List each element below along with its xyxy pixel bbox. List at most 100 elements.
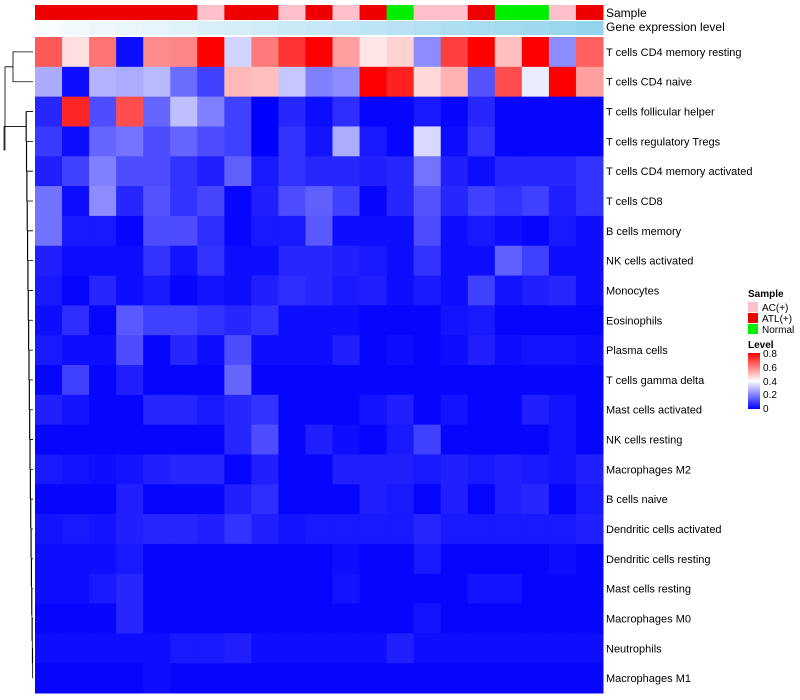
heatmap-cell	[521, 573, 550, 605]
row-label: Mast cells resting	[606, 584, 691, 596]
heatmap-cell	[467, 543, 496, 575]
level-annotation-cell	[89, 21, 117, 35]
heatmap-cell	[224, 484, 252, 515]
heatmap-cell	[89, 394, 117, 426]
heatmap-cell	[89, 603, 117, 634]
heatmap-cell	[467, 305, 496, 336]
heatmap-cell	[494, 394, 523, 426]
heatmap-cell	[89, 365, 117, 396]
heatmap-cell	[224, 663, 252, 694]
heatmap-cell	[467, 573, 496, 605]
heatmap-cell	[359, 573, 388, 605]
heatmap-cell	[575, 335, 604, 366]
heatmap-cell	[359, 365, 388, 396]
heatmap-cell	[251, 514, 279, 545]
heatmap-cell	[143, 543, 171, 575]
heatmap-cell	[89, 66, 117, 98]
heatmap-cell	[440, 603, 469, 634]
heatmap-cell	[62, 245, 90, 277]
heatmap-cell	[35, 156, 63, 187]
level-annotation-cell	[548, 21, 577, 35]
heatmap-cell	[305, 633, 334, 664]
legend-tick-0.8: 0.8	[763, 349, 777, 360]
heatmap-cell	[305, 126, 334, 157]
row-dendrogram	[3, 51, 34, 679]
heatmap-cell	[62, 156, 90, 187]
heatmap-cell	[89, 245, 117, 277]
heatmap-cell	[440, 424, 469, 455]
dendrogram-branch	[4, 66, 13, 151]
level-annotation-cell	[197, 21, 225, 35]
level-annotation-cell	[305, 21, 334, 35]
sample-annotation-cell	[521, 5, 550, 20]
heatmap-cell	[305, 543, 334, 575]
heatmap-cell	[521, 96, 550, 127]
heatmap-cell	[413, 335, 442, 366]
heatmap-cell	[62, 424, 90, 455]
heatmap-cell	[575, 365, 604, 396]
heatmap-cell	[413, 156, 442, 187]
heatmap-cell	[305, 573, 334, 605]
heatmap-cell	[440, 365, 469, 396]
level-annotation-cell	[386, 21, 415, 35]
heatmap-cell	[143, 215, 171, 247]
heatmap-cell	[35, 394, 63, 426]
heatmap-cell	[386, 663, 415, 694]
heatmap-cell	[440, 663, 469, 694]
heatmap-cell	[575, 275, 604, 306]
heatmap-cell	[224, 66, 252, 98]
heatmap-cell	[548, 305, 577, 336]
heatmap-cell	[197, 454, 225, 485]
heatmap-cell	[89, 305, 117, 336]
sample-annotation-cell	[467, 5, 496, 20]
heatmap-cell	[197, 126, 225, 157]
heatmap-cell	[116, 335, 144, 366]
heatmap-cell	[143, 454, 171, 485]
heatmap-cell	[494, 633, 523, 664]
heatmap-cell	[467, 335, 496, 366]
row-label: Macrophages M1	[606, 673, 691, 685]
heatmap-cell	[224, 215, 252, 247]
heatmap-cell	[440, 514, 469, 545]
row-label: Neutrophils	[606, 643, 662, 655]
heatmap-cell	[467, 66, 496, 98]
heatmap-cell	[548, 126, 577, 157]
heatmap-cell	[305, 215, 334, 247]
heatmap-cell	[575, 573, 604, 605]
heatmap-cell	[224, 543, 252, 575]
heatmap-cell	[548, 365, 577, 396]
level-annotation-cell	[494, 21, 523, 35]
heatmap-cell	[521, 245, 550, 277]
heatmap-cell	[521, 365, 550, 396]
heatmap-cell	[386, 335, 415, 366]
heatmap-cell	[224, 156, 252, 187]
heatmap-cell	[386, 275, 415, 306]
heatmap-cell	[197, 365, 225, 396]
heatmap-cell	[548, 37, 577, 68]
heatmap-cell	[278, 37, 306, 68]
heatmap-cell	[386, 126, 415, 157]
heatmap-cell	[197, 573, 225, 605]
heatmap-cell	[35, 424, 63, 455]
heatmap-cell	[305, 66, 334, 98]
heatmap-cell	[89, 275, 117, 306]
heatmap-cell	[359, 514, 388, 545]
heatmap-cell	[116, 514, 144, 545]
heatmap-cell	[440, 484, 469, 515]
heatmap-cell	[35, 543, 63, 575]
heatmap-cell	[170, 156, 198, 187]
sample-annotation-cell	[575, 5, 604, 20]
heatmap-cell	[305, 37, 334, 68]
heatmap-cell	[89, 633, 117, 664]
legend-swatch-ac	[748, 302, 758, 312]
sample-annotation-cell	[359, 5, 388, 20]
heatmap-cell	[386, 603, 415, 634]
heatmap-cell	[62, 305, 90, 336]
heatmap-cell	[386, 96, 415, 127]
heatmap-cell	[386, 394, 415, 426]
heatmap-cell	[143, 96, 171, 127]
heatmap-cell	[359, 454, 388, 485]
heatmap-cell	[575, 603, 604, 634]
heatmap-cell	[467, 37, 496, 68]
heatmap-cell	[251, 484, 279, 515]
